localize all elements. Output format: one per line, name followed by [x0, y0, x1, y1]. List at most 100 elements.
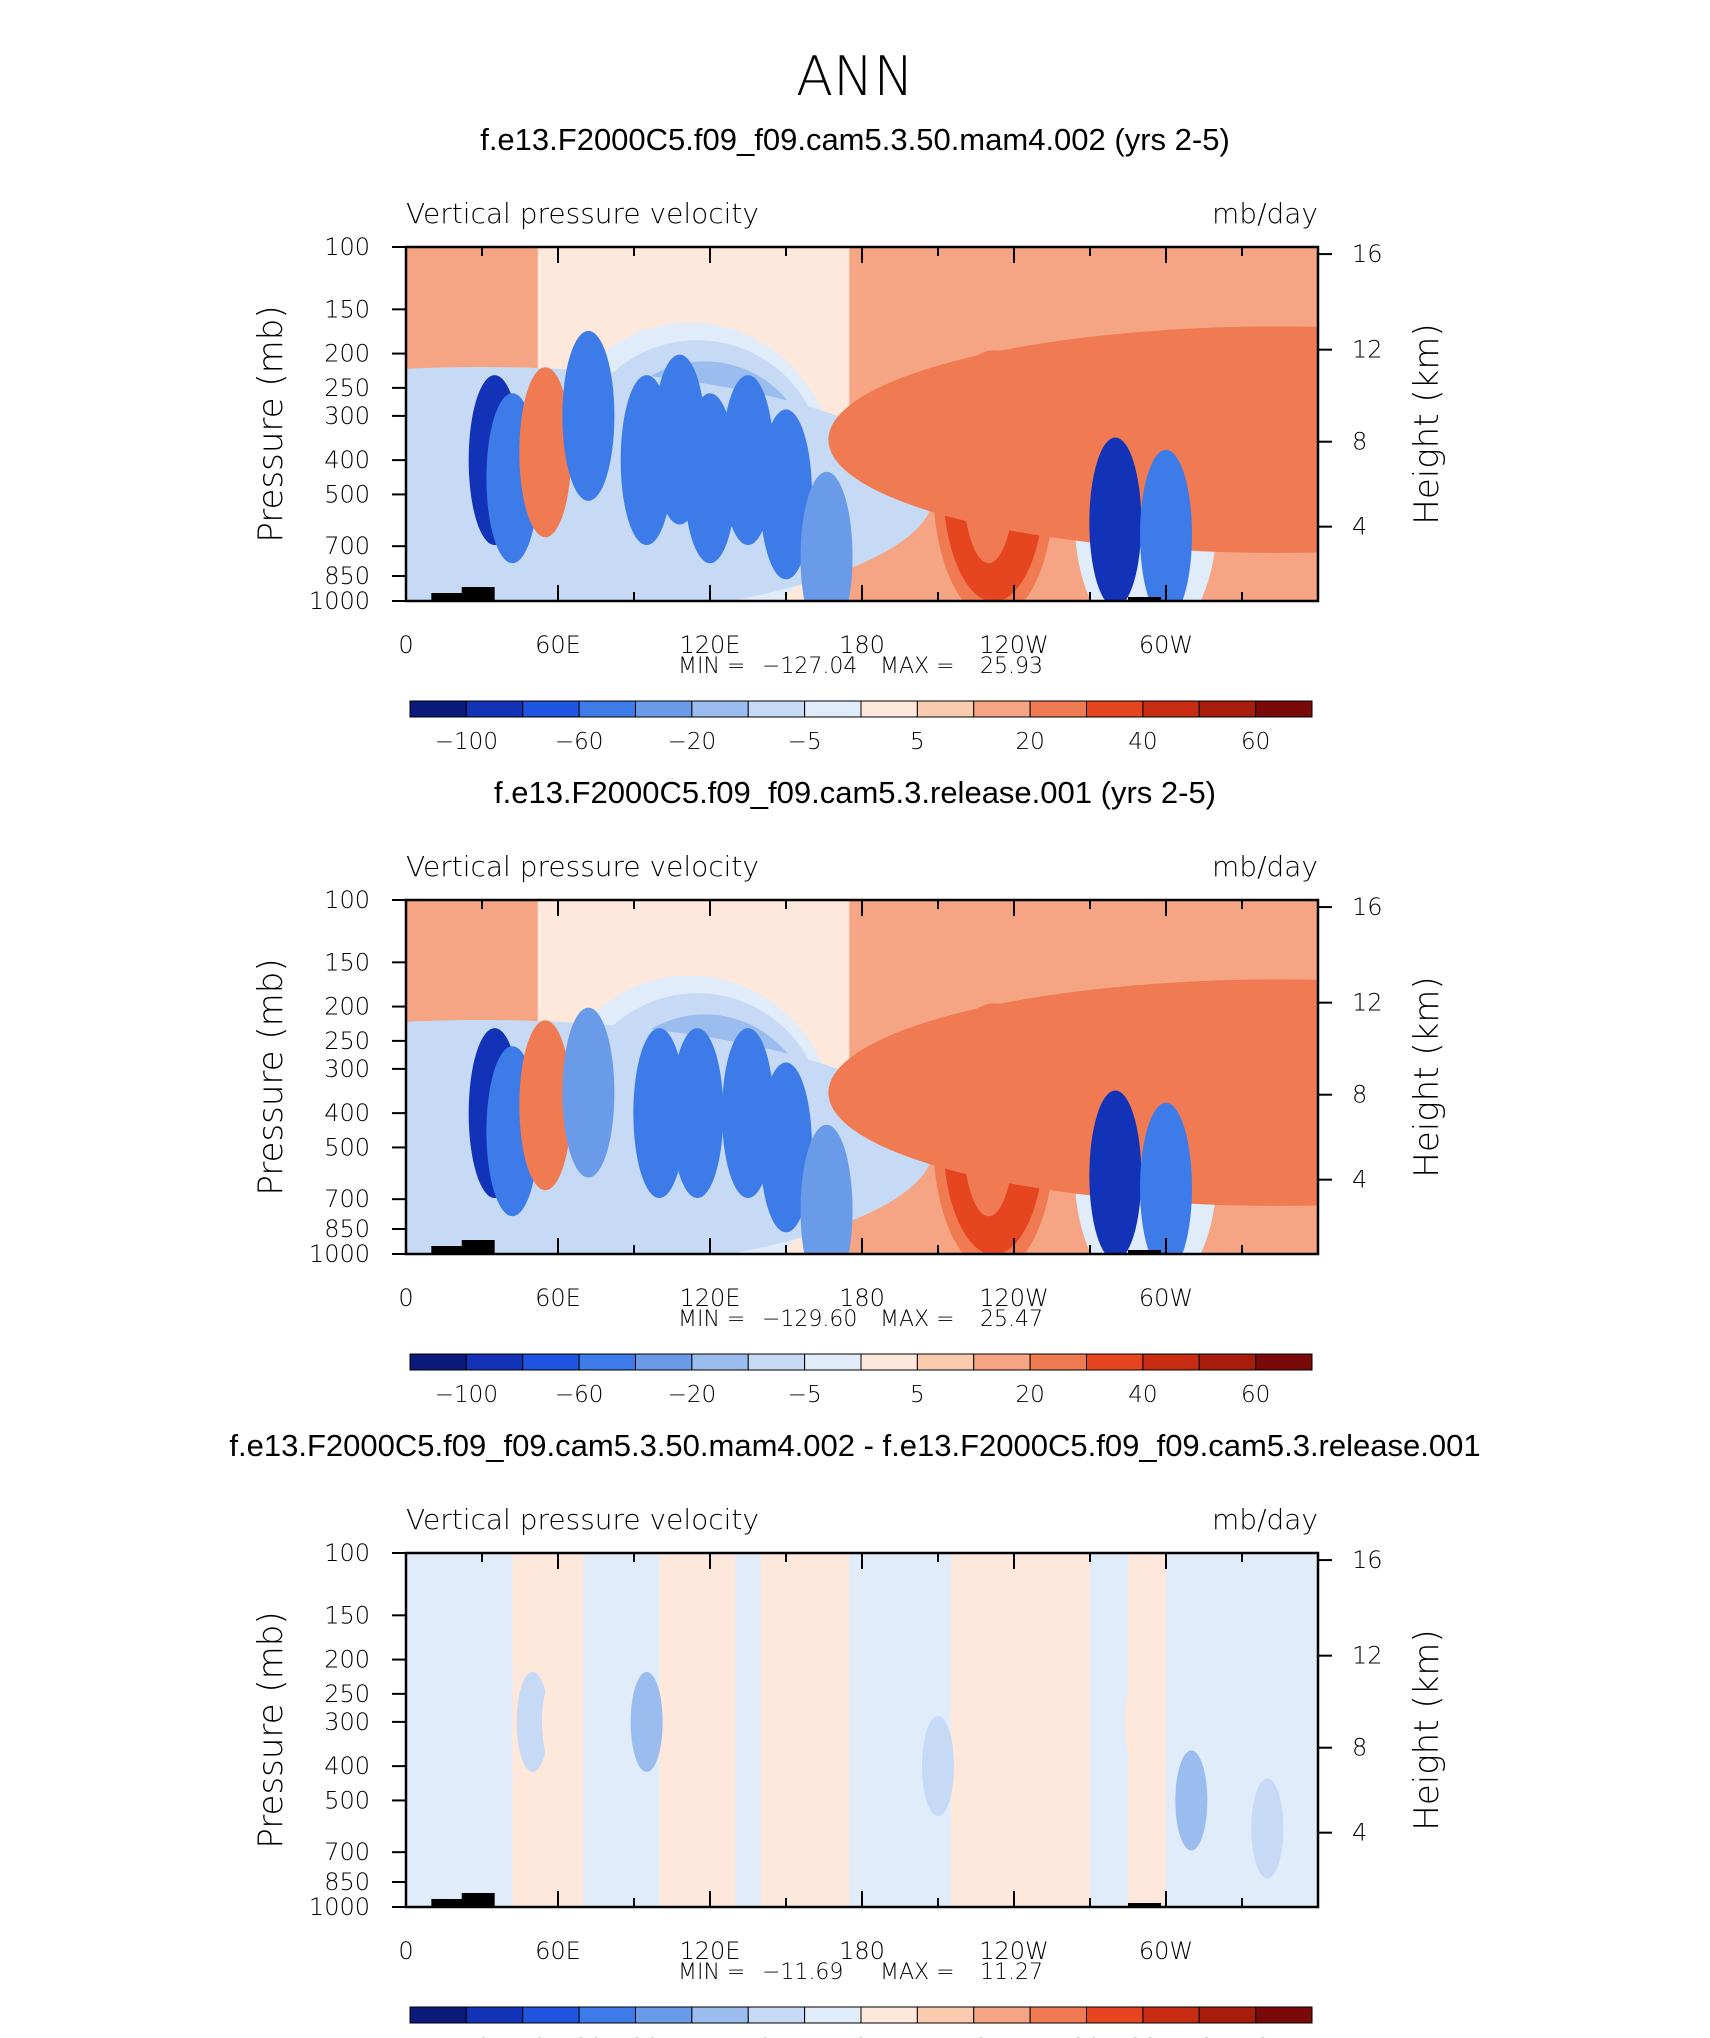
- y-tick-label: 700: [324, 532, 370, 560]
- contour-feature: [630, 1671, 663, 1772]
- colorbar-swatch: [635, 1353, 693, 1371]
- field-region: [828, 979, 1318, 1206]
- max-value: 25.47: [980, 1307, 1043, 1332]
- y-tick-label: 500: [324, 1786, 370, 1814]
- colorbar-swatch: [522, 700, 580, 718]
- y-right-tick-label: 12: [1352, 989, 1383, 1017]
- colorbar-label: 0: [854, 2035, 869, 2038]
- colorbar-swatch: [465, 2006, 524, 2024]
- field-band: [950, 1553, 1090, 1907]
- colorbar: −100 −60 −20 −5 5 20 40 60: [409, 700, 1313, 755]
- colorbar-swatch: [1142, 1353, 1200, 1371]
- y-right-axis-title: Height (km): [1407, 323, 1447, 524]
- topography-block: [469, 1250, 488, 1254]
- y-right-tick-label: 12: [1352, 336, 1383, 364]
- colorbar-swatch: [1086, 1353, 1144, 1371]
- y-tick-label: 1000: [309, 587, 370, 615]
- colorbar-label: 10: [959, 2035, 988, 2038]
- colorbar-label: 60: [1241, 729, 1270, 755]
- units-label: mb/day: [1212, 1503, 1318, 1536]
- contour-feature: [760, 409, 812, 580]
- contour-field: [406, 900, 1318, 1254]
- panel-3: f.e13.F2000C5.f09_f09.cam5.3.50.mam4.002…: [229, 1428, 1480, 2038]
- contour-feature: [1254, 983, 1306, 1154]
- contour-feature: [562, 330, 615, 501]
- y-tick-label: 700: [324, 1838, 370, 1866]
- colorbar-swatch: [747, 700, 806, 718]
- y-tick-label: 250: [324, 1680, 370, 1708]
- colorbar-label: −20: [668, 1382, 717, 1408]
- panel-2: f.e13.F2000C5.f09_f09.cam5.3.release.001…: [251, 775, 1447, 1408]
- contour-feature: [800, 471, 853, 601]
- y-right-axis-title: Height (km): [1407, 976, 1447, 1177]
- x-tick-label: 180: [839, 631, 885, 659]
- contour-feature: [668, 1750, 701, 1851]
- contour-feature: [770, 1716, 802, 1817]
- colorbar-label: −15: [668, 2035, 717, 2038]
- y-tick-label: 200: [324, 1646, 370, 1674]
- colorbar-label: −100: [435, 1382, 498, 1408]
- contour-feature: [1124, 1671, 1157, 1772]
- y-tick-label: 100: [324, 233, 370, 261]
- x-tick-label: 0: [398, 631, 413, 659]
- colorbar-swatch: [1255, 2006, 1313, 2024]
- variable-label: Vertical pressure velocity: [406, 197, 759, 230]
- colorbar-swatch: [635, 700, 693, 718]
- colorbar-label: −5: [788, 1382, 822, 1408]
- y-tick-label: 850: [324, 562, 370, 590]
- colorbar-swatch: [691, 1353, 749, 1371]
- colorbar-swatch: [1255, 700, 1313, 718]
- colorbar-label: 5: [910, 729, 925, 755]
- x-tick-label: 60W: [1139, 1937, 1193, 1965]
- y-tick-label: 300: [324, 1055, 370, 1083]
- colorbar-label: 50: [1241, 2035, 1270, 2038]
- contour-field: [406, 247, 1318, 601]
- topography-block: [1128, 597, 1161, 601]
- colorbar-swatch: [578, 2006, 636, 2024]
- colorbar-label: 20: [1015, 1382, 1044, 1408]
- x-tick-label: 120W: [979, 1284, 1049, 1312]
- y-right-tick-label: 16: [1352, 893, 1383, 921]
- y-axis-title: Pressure (mb): [251, 305, 291, 542]
- colorbar-swatch: [973, 1353, 1031, 1371]
- colorbar-label: 30: [1128, 2035, 1157, 2038]
- contour-feature: [1140, 1102, 1192, 1254]
- colorbar-swatch: [409, 700, 467, 718]
- colorbar-swatch: [522, 2006, 580, 2024]
- min-value: −129.60: [762, 1307, 857, 1332]
- colorbar: −50−40−30−20−15−10−505101520304050: [409, 2006, 1313, 2038]
- y-right-tick-label: 16: [1352, 1546, 1383, 1574]
- colorbar-label: −5: [788, 729, 822, 755]
- y-tick-label: 1000: [309, 1893, 370, 1921]
- contour-feature: [1089, 437, 1142, 601]
- figure-title: ANN: [796, 45, 914, 108]
- colorbar-swatch: [860, 1353, 918, 1371]
- colorbar-label: −50: [442, 2035, 491, 2038]
- topography-block: [431, 593, 482, 601]
- x-tick-label: 0: [398, 1284, 413, 1312]
- contour-feature: [962, 393, 1015, 564]
- colorbar-swatch: [578, 1353, 636, 1371]
- y-axis-title: Pressure (mb): [251, 958, 291, 1195]
- colorbar: −100 −60 −20 −5 5 20 40 60: [409, 1353, 1313, 1408]
- x-tick-label: 60E: [535, 631, 581, 659]
- y-right-tick-label: 4: [1352, 1819, 1367, 1847]
- colorbar-swatch: [578, 700, 636, 718]
- field-region: [828, 326, 1318, 553]
- y-tick-label: 500: [324, 480, 370, 508]
- units-label: mb/day: [1212, 850, 1318, 883]
- max-value: 11.27: [980, 1960, 1043, 1985]
- panel-title: f.e13.F2000C5.f09_f09.cam5.3.50.mam4.002…: [480, 122, 1230, 157]
- contour-feature: [633, 1028, 686, 1199]
- min-value: −127.04: [762, 654, 857, 679]
- x-tick-label: 0: [398, 1937, 413, 1965]
- colorbar-label: 40: [1128, 1382, 1157, 1408]
- contour-feature: [671, 1028, 724, 1199]
- panel-title: f.e13.F2000C5.f09_f09.cam5.3.50.mam4.002…: [229, 1428, 1480, 1463]
- contour-feature: [519, 1020, 572, 1191]
- contour-feature: [1254, 330, 1306, 501]
- y-tick-label: 200: [324, 340, 370, 368]
- y-tick-label: 400: [324, 446, 370, 474]
- colorbar-label: −100: [435, 729, 498, 755]
- min-label: MIN =: [678, 654, 745, 679]
